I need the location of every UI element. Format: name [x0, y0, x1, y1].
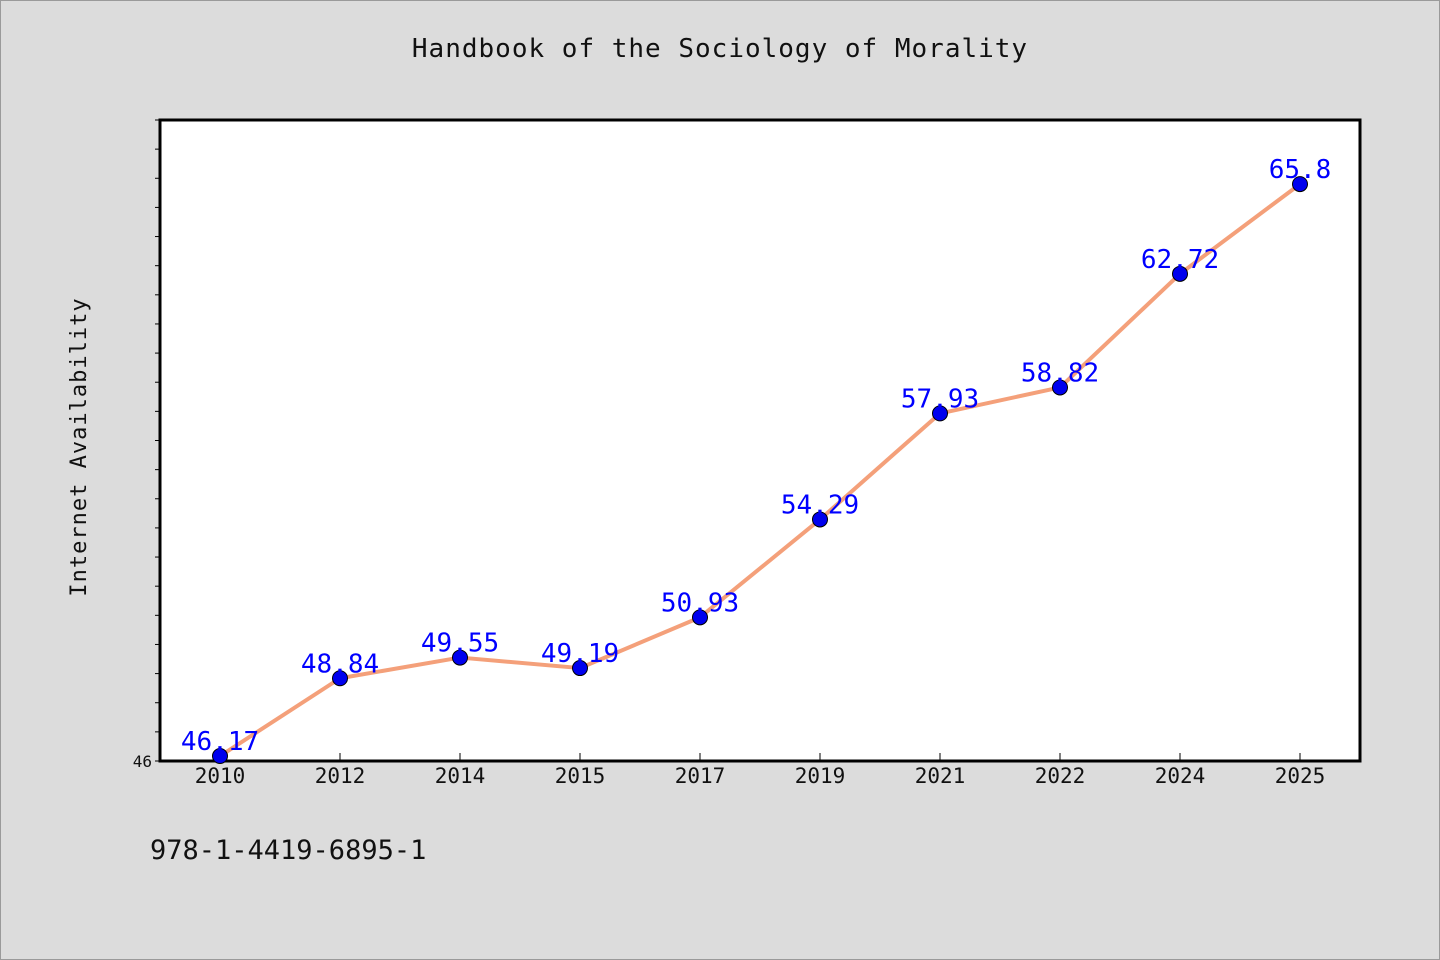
data-label: 65.8	[1269, 155, 1332, 185]
data-label: 62.72	[1141, 245, 1219, 275]
data-label: 46.17	[181, 727, 259, 757]
data-point	[212, 748, 228, 765]
data-label: 50.93	[661, 588, 739, 618]
data-label: 49.55	[421, 629, 499, 659]
series-layer: 46.17 48.84 49.55 49.19 50.93 54.29 57.93 58.82…	[181, 155, 1332, 765]
data-point	[452, 649, 468, 666]
data-point	[572, 660, 588, 677]
x-tick-label: 2015	[555, 764, 606, 788]
chart-title: Handbook of the Sociology of Morality	[411, 34, 1029, 64]
x-tick-label: 2021	[915, 764, 966, 788]
x-axis-ticks: 2010 2012 2014 2015 2017 2019 2021 2022 2024 2025	[195, 753, 1326, 788]
data-point	[932, 405, 948, 422]
y-axis-ticks: 46	[133, 119, 160, 771]
x-tick-label: 2025	[1275, 764, 1326, 788]
data-point	[692, 609, 708, 626]
x-tick-label: 2014	[435, 764, 486, 788]
data-label: 49.19	[541, 639, 619, 669]
x-tick-label: 2010	[195, 764, 246, 788]
x-tick-label: 2019	[795, 764, 846, 788]
x-tick-label: 2022	[1035, 764, 1086, 788]
data-point	[1292, 176, 1308, 193]
y-axis-label: Internet Availability	[67, 297, 92, 596]
isbn-text: 978-1-4419-6895-1	[150, 835, 427, 866]
x-tick-label: 2017	[675, 764, 726, 788]
series-line	[218, 182, 1302, 759]
data-point	[1172, 265, 1188, 282]
data-label: 48.84	[301, 649, 379, 679]
data-point	[332, 670, 348, 687]
data-label: 57.93	[901, 384, 979, 414]
data-label: 54.29	[781, 490, 859, 520]
data-point	[812, 511, 828, 528]
data-label: 58.82	[1021, 358, 1099, 388]
plot-area	[158, 118, 1362, 763]
data-point	[1052, 379, 1068, 396]
y-tick-label: 46	[133, 752, 152, 771]
x-tick-label: 2012	[315, 764, 366, 788]
x-tick-label: 2024	[1155, 764, 1206, 788]
